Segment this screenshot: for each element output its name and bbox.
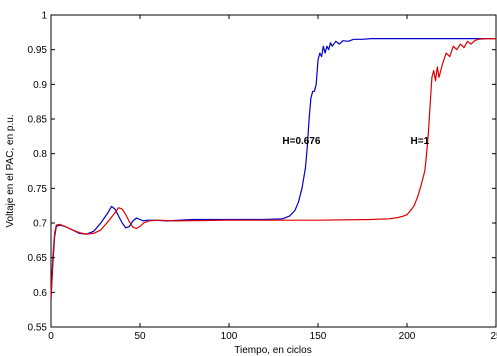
- x-axis: 0 50 100 150 200 25: [48, 15, 497, 342]
- x-tick-label: 25: [490, 331, 497, 342]
- annotations: H=0.676 H=1: [282, 136, 429, 147]
- y-tick-label: 0.9: [33, 80, 47, 91]
- y-tick-label: 0.95: [28, 45, 48, 56]
- x-tick-label: 0: [48, 331, 54, 342]
- x-axis-label: Tiempo, en ciclos: [234, 345, 311, 356]
- y-axis-label: Voltaje en el PAC, en p.u.: [5, 114, 16, 227]
- y-axis: 0.55 0.6 0.65 0.7 0.75 0.8 0.85 0.9 0.95 1: [28, 11, 496, 334]
- series-annotation: H=0.676: [282, 136, 321, 147]
- y-tick-label: 0.75: [28, 184, 48, 195]
- y-tick-label: 0.55: [28, 323, 48, 334]
- y-tick-label: 0.7: [33, 219, 47, 230]
- y-tick-label: 0.85: [28, 115, 48, 126]
- x-tick-label: 150: [310, 331, 327, 342]
- y-tick-label: 1: [41, 11, 47, 22]
- plot-area: [50, 14, 497, 328]
- x-tick-label: 200: [399, 331, 416, 342]
- series-annotation: H=1: [411, 136, 430, 147]
- y-tick-label: 0.8: [33, 149, 47, 160]
- y-tick-label: 0.65: [28, 253, 48, 264]
- series-layer: [50, 37, 496, 300]
- series-line-h-1: [50, 37, 496, 300]
- x-tick-label: 100: [221, 331, 238, 342]
- x-tick-label: 50: [134, 331, 146, 342]
- y-tick-label: 0.6: [33, 288, 47, 299]
- series-line-h-0-676: [50, 37, 496, 300]
